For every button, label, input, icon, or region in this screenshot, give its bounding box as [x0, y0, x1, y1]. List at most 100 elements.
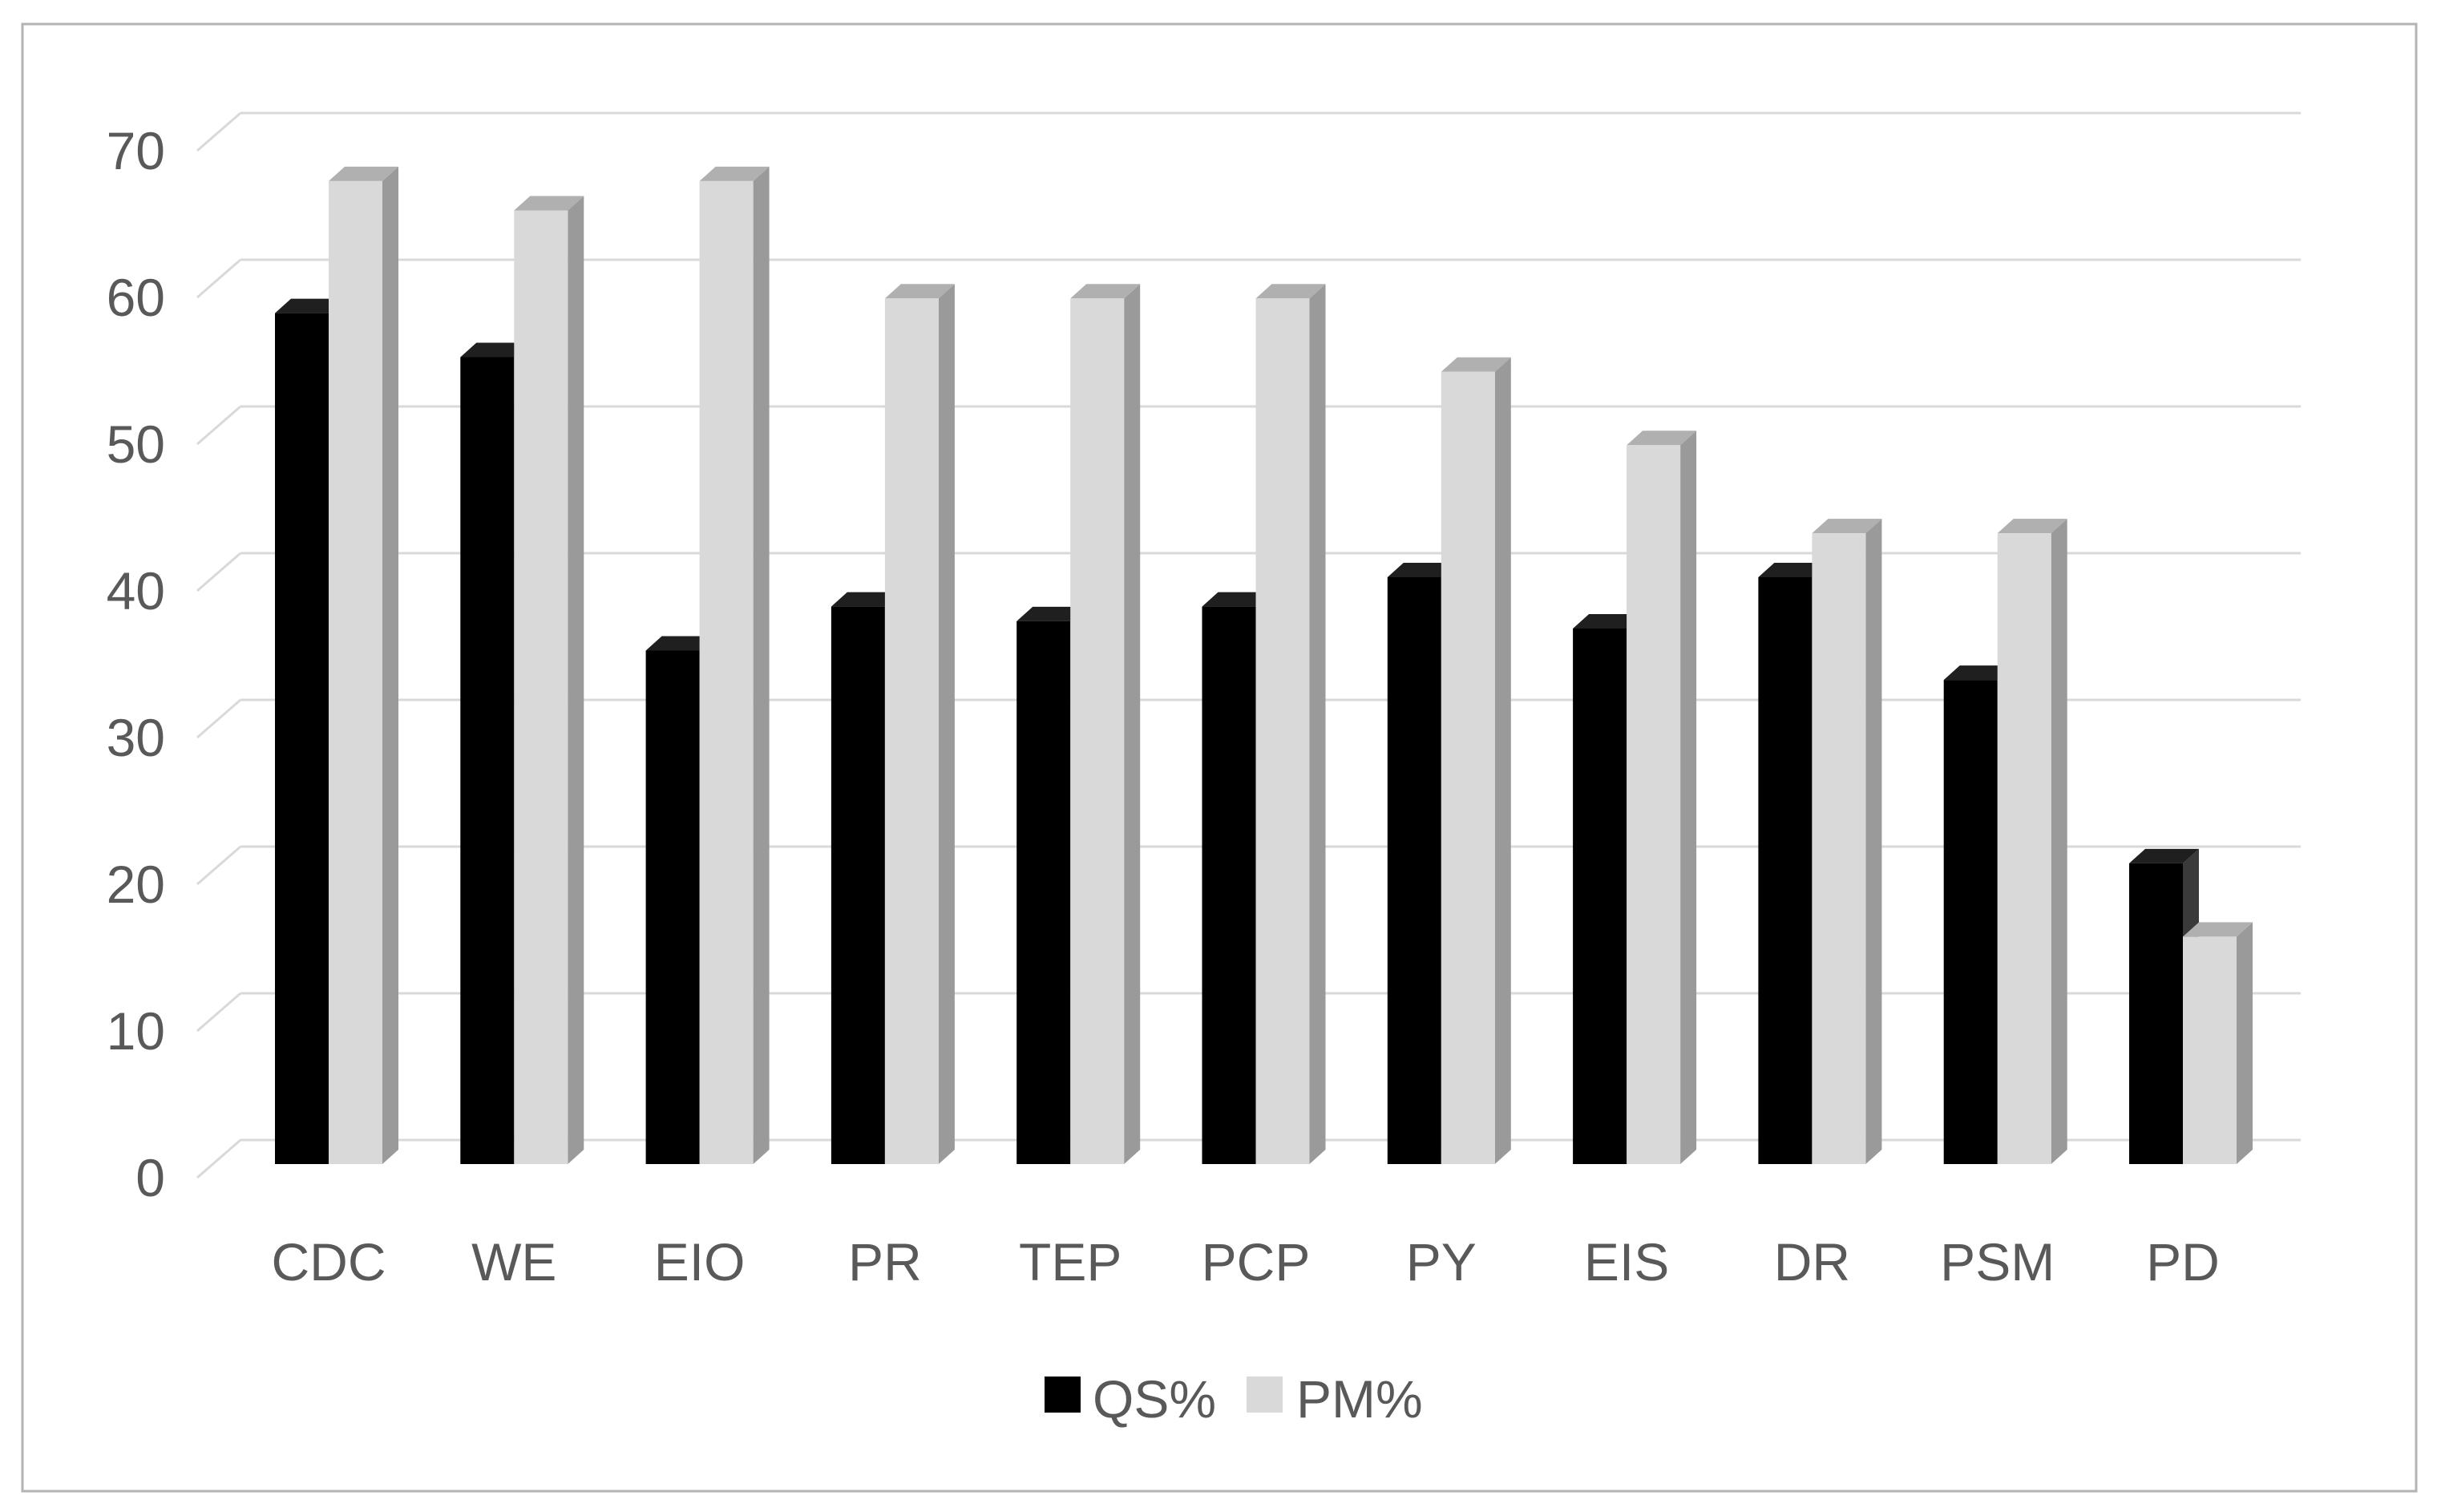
x-axis-label-PY: PY: [1406, 1232, 1477, 1292]
bar-QS-PCP-front: [1202, 606, 1256, 1164]
bar-QS-TEP-front: [1016, 621, 1071, 1164]
bar-PM-WE-front: [514, 210, 568, 1164]
bar-QS-PD-top: [2129, 848, 2199, 863]
bar-PM-PCP-top: [1255, 284, 1326, 299]
bar-QS-CDC-top: [275, 298, 345, 313]
bar-PM-PSM-side: [2051, 519, 2067, 1164]
y-tick-label-50: 50: [107, 414, 165, 474]
bar-QS-EIO-top: [645, 636, 716, 651]
bar-PM-PD-top: [2183, 922, 2253, 937]
x-axis-label-PD: PD: [2146, 1232, 2220, 1292]
bar-PM-EIS-top: [1627, 431, 1697, 446]
bar-PM-PY-side: [1494, 357, 1511, 1164]
bar-PM-PR-top: [884, 284, 955, 299]
axis-depth-tick-50: [196, 405, 241, 446]
bar-PM-PD-side: [2237, 922, 2253, 1164]
x-axis-label-WE: WE: [471, 1232, 556, 1292]
y-tick-label-60: 60: [107, 268, 165, 327]
bar-QS-PCP-top: [1202, 592, 1272, 607]
bar-QS-PR-top: [831, 592, 901, 607]
bar-QS-EIS-top: [1573, 614, 1643, 629]
axis-depth-tick-20: [196, 845, 241, 886]
x-axis-label-EIO: EIO: [654, 1232, 746, 1292]
bar-PM-PCP-side: [1309, 284, 1326, 1164]
bar-QS-WE-front: [460, 357, 515, 1164]
legend-swatch-QS: [1045, 1377, 1081, 1413]
bar-QS-DR-top: [1758, 563, 1829, 577]
bar-QS-CDC-front: [275, 313, 329, 1165]
bar-PM-DR-top: [1812, 519, 1882, 534]
x-axis-label-PR: PR: [848, 1232, 922, 1292]
bar-PM-TEP-side: [1124, 284, 1141, 1164]
bar-QS-PR-front: [831, 606, 885, 1164]
y-tick-label-40: 40: [107, 561, 165, 621]
bar-QS-PY-front: [1387, 577, 1441, 1164]
bar-PM-PSM-front: [1997, 533, 2051, 1164]
bar-PM-WE-top: [514, 196, 584, 211]
bar-QS-PD-front: [2129, 863, 2183, 1164]
y-tick-label-70: 70: [107, 121, 165, 180]
axis-depth-tick-70: [196, 111, 241, 152]
bar-PM-CDC-front: [329, 180, 382, 1164]
bar-PM-WE-side: [568, 196, 584, 1164]
bar-PM-PCP-front: [1255, 298, 1310, 1164]
bar-PM-PR-front: [884, 298, 939, 1164]
legend-label-QS: QS%: [1093, 1369, 1216, 1429]
bar-PM-DR: [1812, 519, 1882, 1164]
bar-PM-EIO: [699, 166, 770, 1164]
axis-depth-tick-60: [196, 258, 241, 299]
bar-PM-TEP: [1070, 284, 1141, 1164]
x-axis-label-PCP: PCP: [1202, 1232, 1311, 1292]
x-axis-label-PSM: PSM: [1940, 1232, 2055, 1292]
bar-PM-PCP: [1255, 284, 1326, 1164]
bar-QS-EIS-front: [1573, 629, 1627, 1164]
bar-PM-EIO-front: [699, 180, 754, 1164]
bar-PM-WE: [514, 196, 584, 1164]
bar-PM-PD: [2183, 922, 2253, 1164]
bar-PM-PD-front: [2183, 936, 2237, 1164]
bar-QS-EIO-front: [645, 650, 700, 1164]
bar-PM-TEP-top: [1070, 284, 1141, 299]
bar-PM-EIS-side: [1680, 431, 1697, 1164]
bar-PM-CDC: [329, 166, 398, 1164]
x-axis-label-EIS: EIS: [1584, 1232, 1669, 1292]
x-axis-label-DR: DR: [1774, 1232, 1850, 1292]
axis-depth-tick-40: [196, 552, 241, 592]
bar-PM-PY-top: [1441, 357, 1511, 372]
y-tick-label-0: 0: [135, 1148, 165, 1207]
bar-QS-TEP-top: [1016, 606, 1087, 621]
axis-depth-tick-0: [196, 1138, 241, 1179]
bar-PM-PY: [1441, 357, 1511, 1164]
bar-PM-PSM: [1997, 519, 2067, 1164]
bar-QS-WE-top: [460, 342, 531, 358]
y-tick-label-10: 10: [107, 1001, 165, 1061]
x-axis-label-TEP: TEP: [1019, 1232, 1122, 1292]
bar-PM-PSM-top: [1997, 519, 2067, 534]
bar-QS-DR-front: [1758, 577, 1813, 1164]
bar-PM-PR: [884, 284, 955, 1164]
bar-PM-TEP-front: [1070, 298, 1125, 1164]
bar-PM-EIO-top: [699, 166, 770, 181]
bar-QS-PSM-front: [1943, 680, 1998, 1164]
bar-PM-PY-front: [1441, 371, 1495, 1164]
bar-PM-DR-side: [1865, 519, 1882, 1164]
bar-QS-PY-top: [1387, 563, 1457, 577]
bar-QS-PSM-top: [1943, 665, 2014, 681]
y-tick-label-20: 20: [107, 855, 165, 914]
x-axis-label-CDC: CDC: [272, 1232, 386, 1292]
bar-PM-CDC-side: [382, 166, 398, 1164]
bar-PM-PR-side: [938, 284, 955, 1164]
bar-PM-DR-front: [1812, 533, 1866, 1164]
bar-PM-EIS: [1627, 431, 1697, 1164]
axis-depth-tick-30: [196, 698, 241, 739]
bar-PM-EIS-front: [1627, 445, 1681, 1164]
legend-label-PM: PM%: [1296, 1369, 1423, 1429]
bar-PM-CDC-top: [329, 166, 398, 181]
y-tick-label-30: 30: [107, 708, 165, 767]
bar-PM-EIO-side: [753, 166, 770, 1164]
axis-depth-tick-10: [196, 992, 241, 1033]
legend-swatch-PM: [1247, 1377, 1283, 1413]
